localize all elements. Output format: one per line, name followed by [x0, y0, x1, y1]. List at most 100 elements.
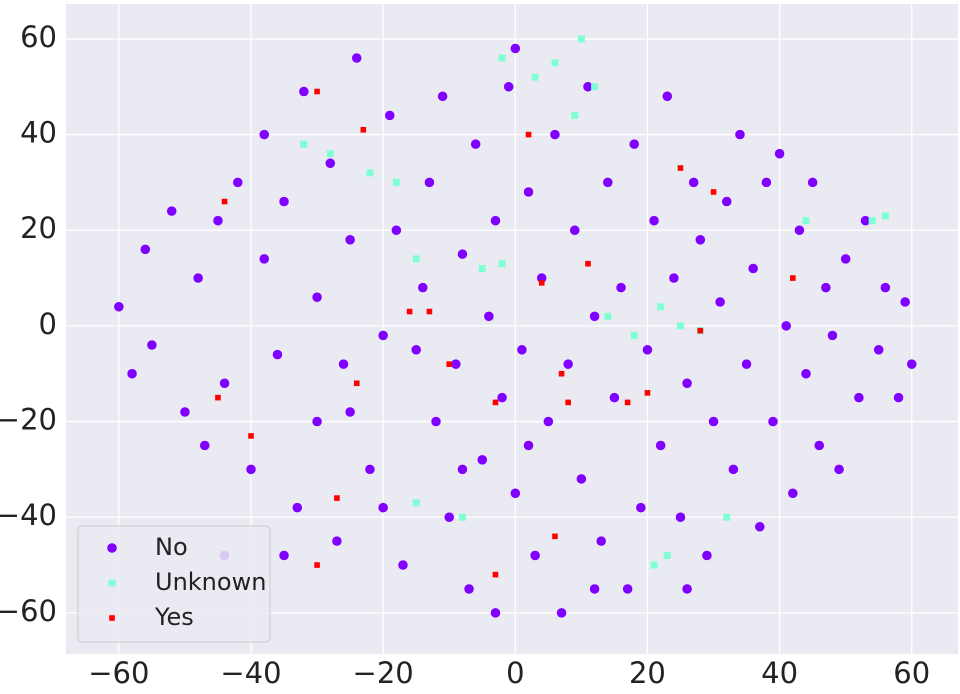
point — [681, 583, 693, 595]
point — [492, 399, 499, 406]
point — [458, 513, 466, 521]
point — [589, 311, 600, 322]
point — [814, 440, 825, 451]
point — [662, 91, 673, 102]
point — [642, 344, 653, 356]
y-tick-label: 40 — [20, 116, 57, 150]
point — [761, 177, 772, 188]
point — [326, 150, 334, 158]
point — [232, 177, 243, 188]
point — [728, 464, 739, 475]
point — [272, 349, 283, 360]
point — [767, 416, 779, 427]
point — [331, 535, 343, 547]
point — [657, 303, 665, 311]
point — [478, 264, 486, 272]
point — [146, 339, 158, 351]
legend-box — [77, 525, 271, 643]
point — [219, 378, 230, 389]
point — [311, 416, 323, 427]
point — [624, 399, 631, 406]
point — [391, 225, 402, 236]
point — [113, 301, 125, 312]
y-tick-label: 60 — [20, 20, 57, 54]
point — [457, 248, 468, 260]
point — [140, 244, 151, 255]
point — [300, 140, 308, 148]
point — [351, 52, 362, 64]
point — [677, 165, 684, 171]
point — [366, 169, 374, 177]
point — [754, 521, 765, 532]
point — [259, 129, 270, 140]
point — [577, 35, 585, 43]
point — [278, 196, 290, 207]
point — [529, 550, 541, 561]
point — [787, 488, 799, 499]
point — [899, 296, 911, 308]
legend-marker — [109, 615, 115, 621]
point — [292, 502, 303, 513]
point — [314, 88, 320, 95]
point — [364, 464, 376, 475]
point — [259, 253, 270, 265]
point — [410, 344, 422, 356]
point — [523, 440, 534, 451]
point — [556, 607, 567, 619]
x-tick-label: 40 — [761, 656, 798, 690]
point — [781, 320, 792, 332]
x-tick-label: −20 — [353, 656, 414, 690]
point — [446, 361, 453, 367]
point — [298, 86, 310, 97]
point — [585, 260, 591, 267]
point — [212, 215, 224, 226]
point — [344, 406, 356, 418]
point — [552, 533, 558, 540]
point — [635, 502, 647, 513]
legend-marker — [108, 579, 116, 587]
x-tick-label: 60 — [893, 656, 930, 690]
point — [126, 368, 138, 379]
point — [278, 550, 290, 561]
point — [406, 308, 413, 315]
point — [492, 571, 499, 578]
point — [571, 111, 579, 119]
point — [701, 550, 713, 561]
point — [334, 495, 340, 501]
x-tick-label: −60 — [88, 656, 149, 690]
point — [353, 380, 360, 387]
point — [790, 275, 796, 281]
point — [648, 215, 660, 226]
point — [360, 126, 367, 133]
point — [490, 215, 501, 226]
point — [248, 433, 254, 439]
point — [199, 440, 210, 451]
x-tick-label: 0 — [506, 656, 524, 690]
point — [655, 440, 666, 451]
point — [747, 263, 759, 274]
point — [477, 454, 488, 466]
point — [695, 234, 706, 245]
point — [377, 502, 389, 513]
point — [622, 583, 633, 595]
point — [412, 255, 420, 263]
point — [245, 464, 257, 475]
point — [450, 358, 462, 370]
point — [714, 296, 726, 308]
point — [833, 464, 845, 475]
y-tick-label: 0 — [39, 307, 57, 341]
point — [490, 607, 501, 619]
point — [604, 312, 612, 320]
point — [562, 358, 574, 370]
point — [510, 43, 521, 54]
point — [496, 392, 508, 403]
point — [314, 562, 320, 568]
point — [558, 370, 565, 377]
point — [723, 513, 731, 521]
point — [311, 291, 323, 303]
point — [426, 308, 433, 315]
point — [893, 392, 904, 403]
point — [873, 344, 884, 356]
y-tick-label: 20 — [20, 211, 57, 245]
